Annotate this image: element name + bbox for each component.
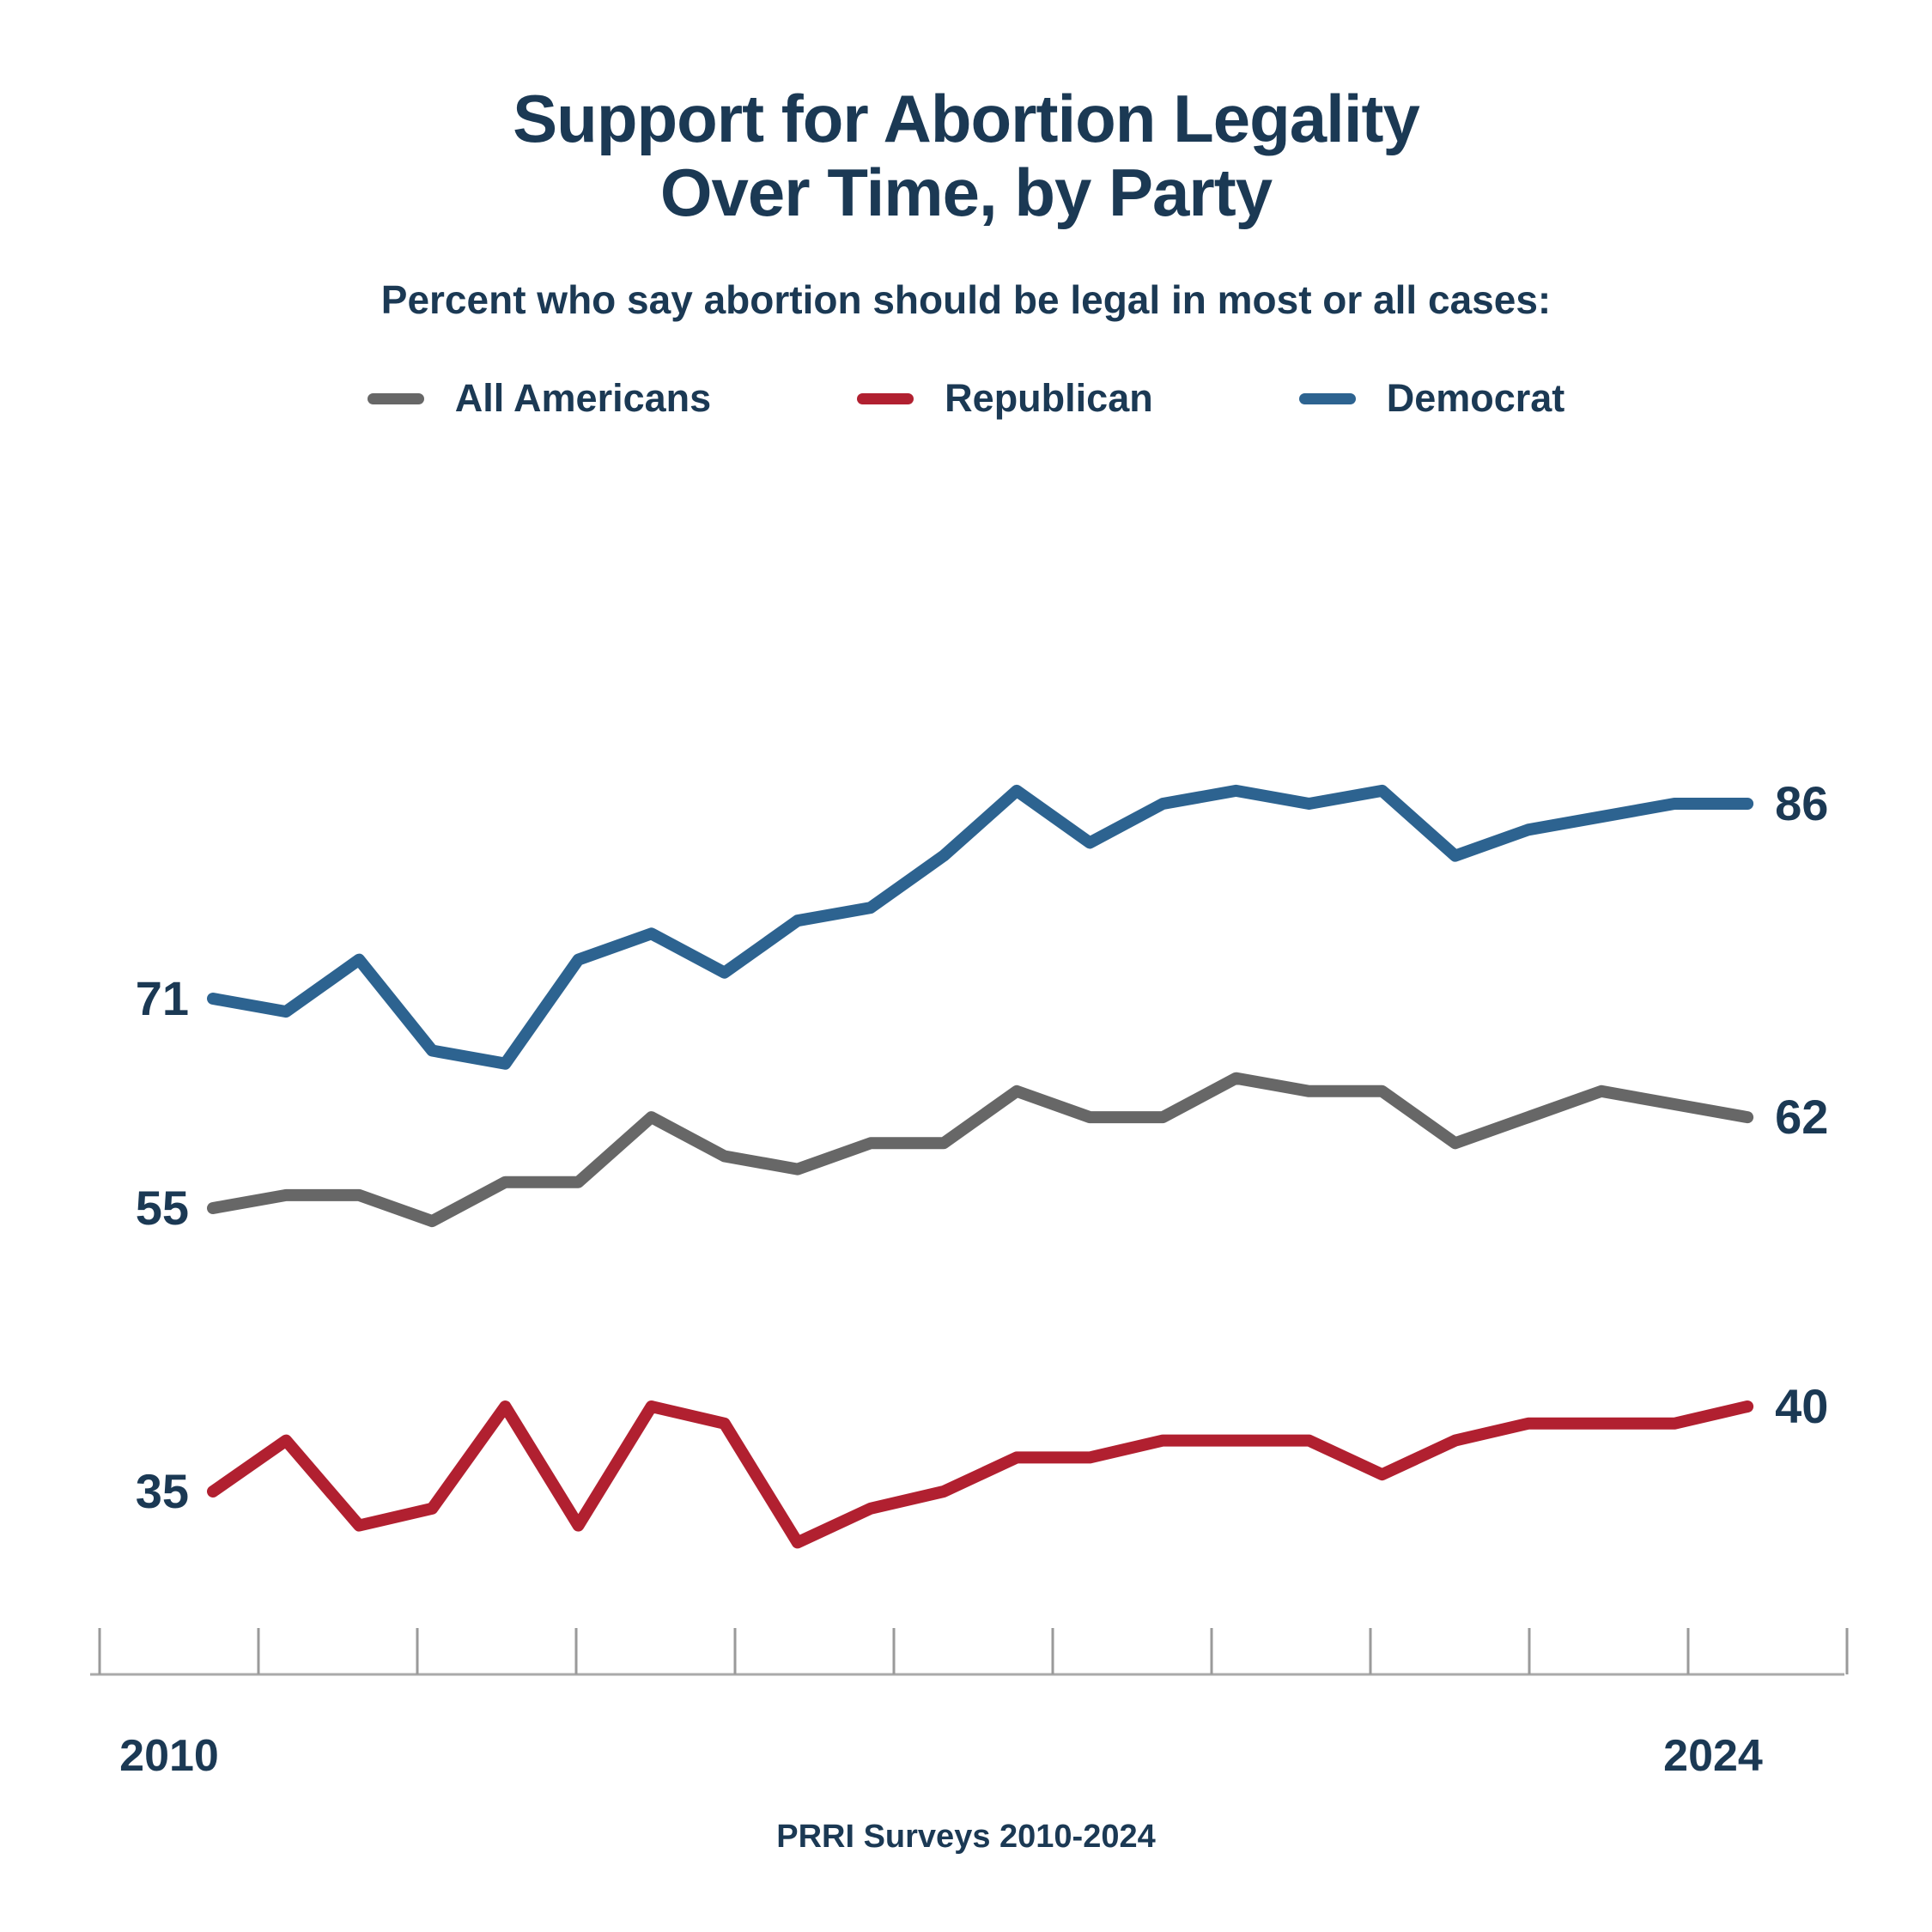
- x-axis-label-start: 2010: [119, 1731, 219, 1781]
- series-start-value-democrat: 71: [136, 971, 189, 1025]
- legend-label-republican: Republican: [945, 376, 1153, 420]
- page-subtitle: Percent who say abortion should be legal…: [380, 277, 1552, 322]
- legend-item-all-americans: All Americans: [367, 376, 712, 421]
- legend-item-republican: Republican: [857, 376, 1153, 421]
- title-line-2: Over Time, by Party: [659, 154, 1273, 230]
- legend-item-democrat: Democrat: [1298, 376, 1565, 421]
- series-end-value-democrat: 86: [1775, 776, 1828, 830]
- legend-label-democrat: Democrat: [1386, 376, 1565, 420]
- legend-swatch-republican-icon: [857, 392, 914, 404]
- series-line-republican: [207, 1400, 1754, 1549]
- page-title: Support for Abortion Legality Over Time,…: [0, 82, 1932, 230]
- series-end-value-republican: 40: [1775, 1379, 1828, 1433]
- series-end-value-all-americans: 62: [1775, 1090, 1828, 1144]
- legend-label-all-americans: All Americans: [454, 376, 712, 420]
- legend-swatch-democrat-icon: [1298, 392, 1356, 404]
- series-start-value-republican: 35: [136, 1464, 189, 1518]
- chart-legend: All Americans Republican Democrat: [0, 376, 1932, 421]
- series-start-value-all-americans: 55: [136, 1181, 189, 1235]
- x-axis-label-end: 2024: [1663, 1731, 1763, 1781]
- source-caption: PRRI Surveys 2010-2024: [776, 1819, 1156, 1855]
- legend-swatch-all-americans-icon: [367, 392, 424, 404]
- title-line-1: Support for Abortion Legality: [513, 81, 1420, 156]
- series-line-all-americans: [207, 1072, 1754, 1228]
- series-line-democrat: [207, 784, 1754, 1070]
